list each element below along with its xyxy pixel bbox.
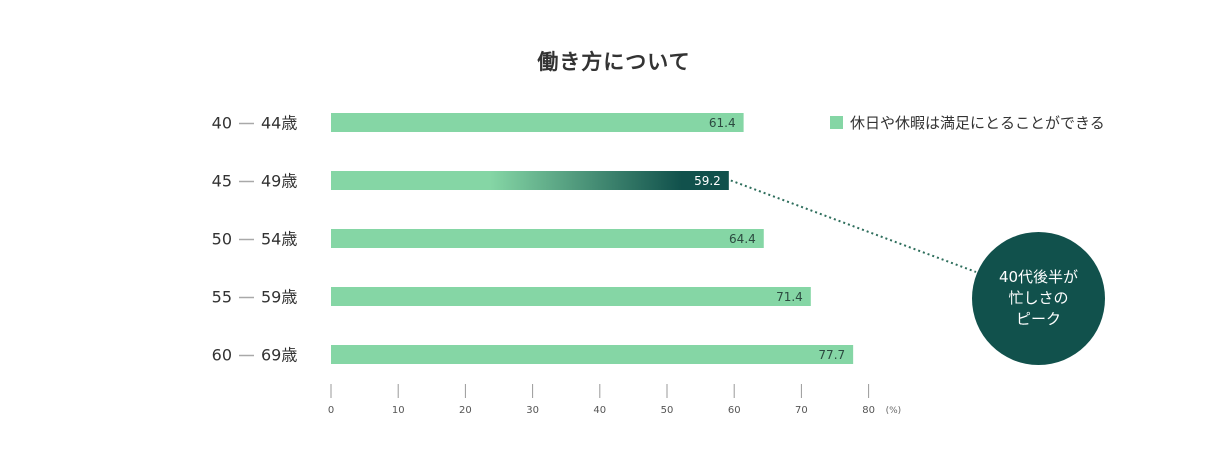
bar (331, 171, 729, 190)
x-tick-label: 60 (728, 405, 741, 416)
x-tick-label: 50 (661, 405, 674, 416)
bar (331, 345, 854, 364)
category-label-end: 69歳 (261, 346, 297, 365)
category-label-start: 55 (212, 288, 232, 307)
category-label-end: 54歳 (261, 230, 297, 249)
callout-line-1: 40代後半が (998, 268, 1079, 286)
bar-value-label: 61.4 (709, 116, 736, 130)
bar-value-label: 71.4 (776, 290, 803, 304)
category-label-end: 59歳 (261, 288, 297, 307)
category-label-start: 40 (212, 114, 232, 133)
category-label-end: 44歳 (261, 114, 297, 133)
callout-line-3: ピーク (1015, 310, 1061, 328)
legend-swatch (830, 116, 843, 129)
x-tick-label: 30 (526, 405, 539, 416)
x-unit-label: (%) (886, 406, 902, 416)
legend: 休日や休暇は満足にとることができる (830, 112, 1105, 133)
x-tick-label: 80 (862, 405, 875, 416)
bar (331, 287, 811, 306)
chart-title: 働き方について (537, 50, 691, 74)
bar-value-label: 64.4 (729, 232, 756, 246)
callout-leader-line (730, 179, 977, 273)
bar-value-label: 77.7 (818, 348, 845, 362)
legend-label: 休日や休暇は満足にとることができる (850, 114, 1105, 132)
category-label-start: 50 (212, 230, 232, 249)
bar (331, 113, 744, 132)
bar (331, 229, 764, 248)
bar-value-label: 59.2 (694, 174, 721, 188)
x-tick-label: 10 (392, 405, 405, 416)
callout-bubble: 40代後半が 忙しさの ピーク (972, 232, 1105, 365)
category-label-start: 60 (212, 346, 232, 365)
category-label-end: 49歳 (261, 172, 297, 191)
x-tick-label: 70 (795, 405, 808, 416)
x-tick-label: 40 (593, 405, 606, 416)
callout-line-2: 忙しさの (1008, 289, 1069, 307)
x-tick-label: 20 (459, 405, 472, 416)
x-tick-label: 0 (328, 405, 334, 416)
category-label-start: 45 (212, 172, 232, 191)
